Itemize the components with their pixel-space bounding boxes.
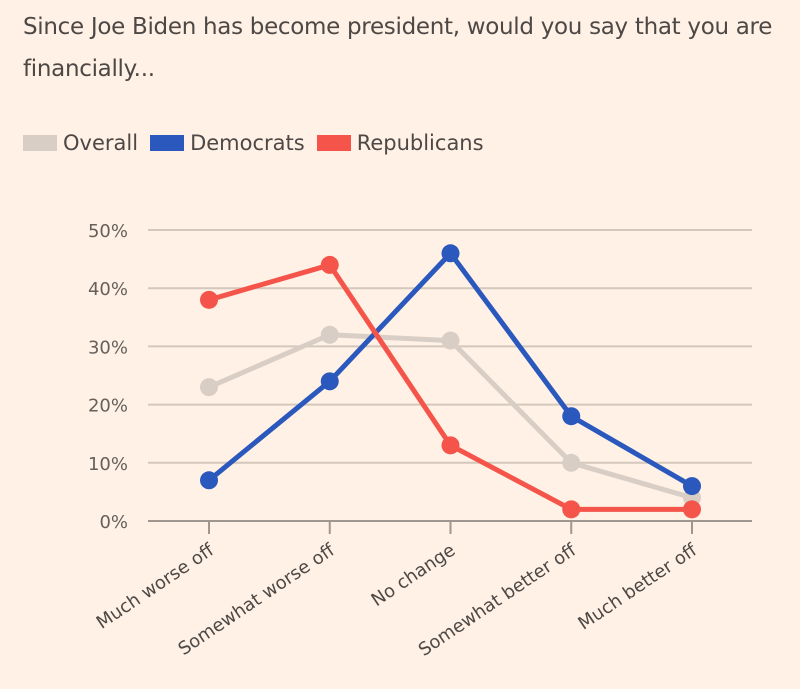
point-republicans-somewhat-better-off [562, 500, 581, 519]
point-republicans-no-change [441, 436, 460, 455]
point-democrats-no-change [441, 244, 460, 263]
point-democrats-somewhat-better-off [562, 407, 581, 426]
y-tick-label: 30% [88, 337, 128, 358]
series-democrats [200, 244, 701, 496]
x-tick-label-much-better-off: Much better off [574, 539, 701, 634]
point-democrats-somewhat-worse-off [320, 372, 339, 391]
point-overall-somewhat-better-off [562, 453, 581, 472]
series-overall [200, 325, 701, 507]
legend-label-democrats: Democrats [190, 131, 305, 155]
legend: Overall Democrats Republicans [23, 131, 496, 155]
series-line-republicans [208, 262, 692, 512]
y-tick-label: 20% [88, 396, 128, 417]
y-tick-label: 40% [88, 279, 128, 300]
point-overall-much-worse-off [200, 378, 218, 397]
legend-item-democrats: Democrats [150, 131, 305, 155]
legend-item-overall: Overall [23, 131, 138, 155]
x-tick-label-much-worse-off: Much worse off [93, 539, 219, 633]
point-republicans-much-worse-off [200, 290, 218, 309]
legend-swatch-republicans [316, 135, 351, 151]
point-republicans-somewhat-worse-off [320, 255, 339, 274]
point-overall-no-change [441, 331, 460, 350]
legend-label-republicans: Republicans [356, 131, 484, 155]
y-tick-label: 10% [88, 454, 128, 475]
point-overall-somewhat-worse-off [320, 325, 339, 344]
legend-swatch-overall [23, 135, 57, 151]
point-republicans-much-better-off [683, 500, 701, 519]
x-tick-label-no-change: No change [368, 540, 460, 611]
legend-swatch-democrats [150, 135, 185, 151]
series-republicans [200, 255, 701, 519]
y-tick-label: 0% [99, 512, 128, 533]
point-democrats-much-worse-off [200, 471, 218, 490]
chart-title: Since Joe Biden has become president, wo… [23, 14, 773, 82]
y-tick-label: 50% [88, 221, 128, 242]
point-democrats-much-better-off [683, 477, 701, 496]
legend-label-overall: Overall [63, 131, 139, 155]
series-line-overall [208, 332, 693, 501]
legend-item-republicans: Republicans [316, 131, 484, 155]
